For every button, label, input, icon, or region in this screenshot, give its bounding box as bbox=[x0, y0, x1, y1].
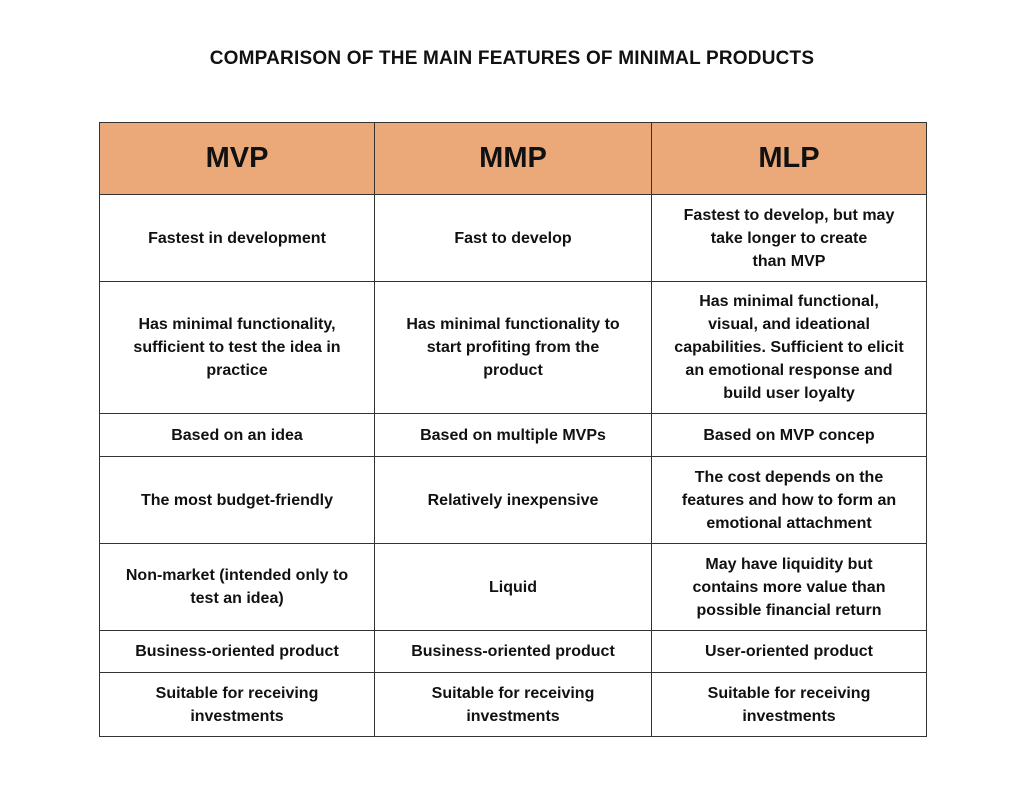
table-row: Has minimal functionality, sufficient to… bbox=[99, 281, 927, 414]
cell-mmp: Business-oriented product bbox=[374, 630, 652, 673]
table-row: Fastest in development Fast to develop Fas… bbox=[99, 194, 927, 282]
header-row: MVP MMP MLP bbox=[99, 122, 927, 195]
table-row: Suitable for receiving investments Suitab… bbox=[99, 672, 927, 737]
header-mmp: MMP bbox=[374, 122, 652, 195]
table-row: Based on an idea Based on multiple MVPs Ba… bbox=[99, 413, 927, 457]
cell-mlp: May have liquidity but contains more val… bbox=[651, 543, 927, 631]
cell-mvp: Fastest in development bbox=[99, 194, 375, 282]
cell-mvp: Suitable for receiving investments bbox=[99, 672, 375, 737]
page-title: COMPARISON OF THE MAIN FEATURES OF MINIM… bbox=[209, 48, 815, 69]
table-row: Business-oriented product Business-orient… bbox=[99, 630, 927, 673]
cell-mlp: Fastest to develop, but may take longer … bbox=[651, 194, 927, 282]
cell-mlp: Suitable for receiving investments bbox=[651, 672, 927, 737]
cell-mvp: The most budget-friendly bbox=[99, 456, 375, 544]
cell-mmp: Has minimal functionality to start profi… bbox=[374, 281, 652, 414]
cell-mmp: Fast to develop bbox=[374, 194, 652, 282]
cell-mvp: Based on an idea bbox=[99, 413, 375, 457]
cell-mlp: User-oriented product bbox=[651, 630, 927, 673]
cell-mlp: Has minimal functional, visual, and idea… bbox=[651, 281, 927, 414]
cell-mlp: The cost depends on the features and how… bbox=[651, 456, 927, 544]
cell-mmp: Based on multiple MVPs bbox=[374, 413, 652, 457]
table-row: Non-market (intended only to test an ide… bbox=[99, 543, 927, 631]
cell-mlp: Based on MVP concep bbox=[651, 413, 927, 457]
cell-mvp: Has minimal functionality, sufficient to… bbox=[99, 281, 375, 414]
header-mvp: MVP bbox=[99, 122, 375, 195]
cell-mvp: Business-oriented product bbox=[99, 630, 375, 673]
table-row: The most budget-friendly Relatively inexp… bbox=[99, 456, 927, 544]
header-mlp: MLP bbox=[651, 122, 927, 195]
comparison-table: MVP MMP MLP Fastest in development Fast t… bbox=[99, 122, 927, 737]
cell-mmp: Relatively inexpensive bbox=[374, 456, 652, 544]
cell-mmp: Suitable for receiving investments bbox=[374, 672, 652, 737]
cell-mmp: Liquid bbox=[374, 543, 652, 631]
cell-mvp: Non-market (intended only to test an ide… bbox=[99, 543, 375, 631]
